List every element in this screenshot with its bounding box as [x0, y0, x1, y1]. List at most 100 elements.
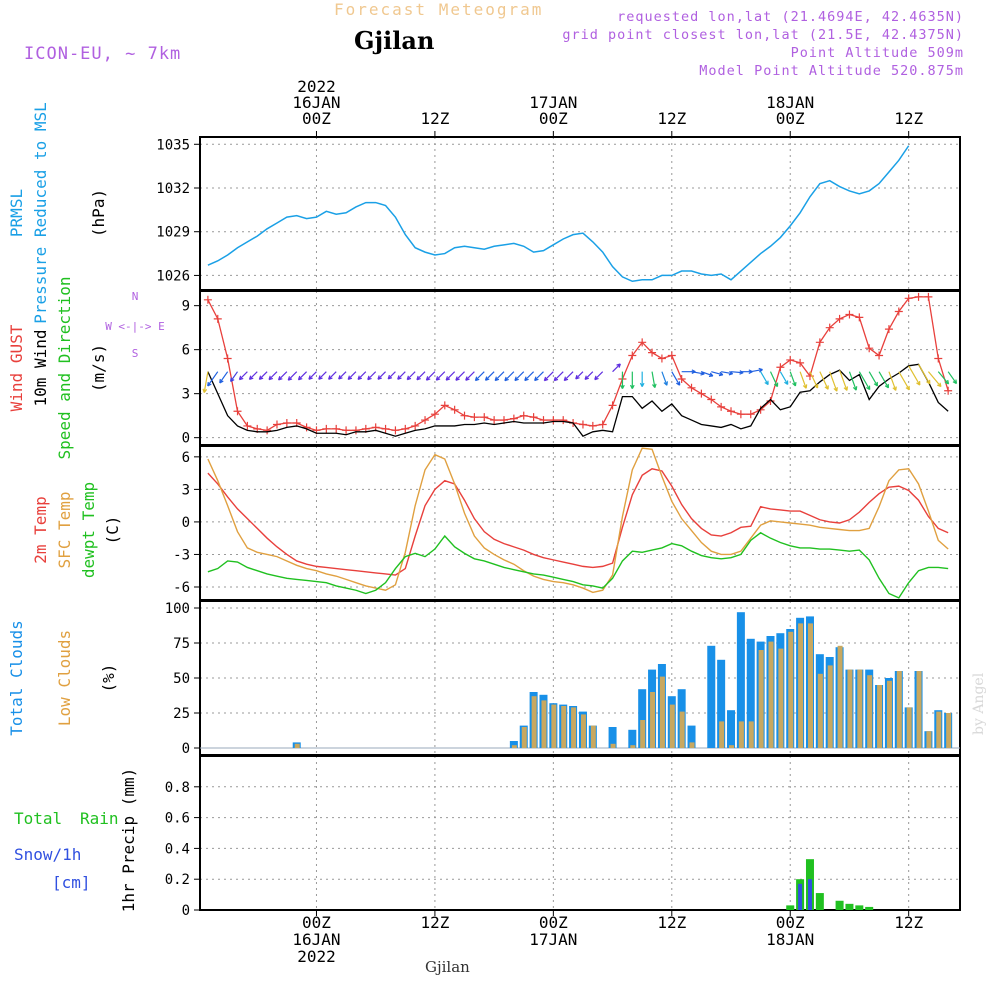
- gust-point: [628, 351, 637, 360]
- wind-arrow: [277, 371, 288, 381]
- low-cloud-bar: [689, 742, 695, 748]
- gust-point: [904, 294, 913, 303]
- gust-point: [865, 344, 874, 353]
- low-cloud-bar: [531, 696, 537, 748]
- info-grid-point: grid point closest lon,lat (21.5E, 42.43…: [562, 27, 964, 43]
- gust-point: [677, 375, 686, 383]
- pressure-unit-label: (hPa): [89, 189, 108, 237]
- rain-bar: [845, 903, 854, 910]
- wind-arrow: [809, 371, 819, 389]
- gust-point: [588, 421, 597, 430]
- gust-point: [796, 358, 805, 367]
- wind-arrow: [799, 371, 808, 389]
- wind-arrow: [318, 371, 327, 380]
- gust-point: [480, 413, 489, 422]
- y-tick-label: 6: [182, 450, 190, 466]
- y-tick-label: -3: [173, 547, 190, 563]
- gust-point: [717, 402, 726, 411]
- low-cloud-bar: [541, 700, 547, 748]
- low-cloud-bar: [719, 721, 725, 748]
- gust-point: [411, 421, 420, 430]
- wind-arrow: [848, 371, 858, 391]
- gust-point: [934, 354, 943, 363]
- y-tick-label: 25: [173, 706, 190, 722]
- compass-west-east: W <-|-> E: [105, 320, 165, 333]
- wind-arrow: [612, 363, 621, 373]
- gust-point: [845, 310, 854, 319]
- wind-arrow: [858, 371, 871, 391]
- gust-point: [381, 424, 390, 433]
- wind-arrow: [455, 371, 465, 381]
- y-tick-label: 50: [173, 671, 190, 687]
- wind-arrow: [328, 371, 337, 380]
- wind-arrow: [338, 371, 347, 380]
- low-cloud-bar: [729, 745, 735, 748]
- gust-point: [233, 407, 242, 416]
- chart-subtitle: Forecast Meteogram: [334, 0, 544, 19]
- panel-frame: [199, 445, 961, 601]
- low-cloud-bar: [294, 743, 300, 748]
- snow-bar: [798, 883, 803, 910]
- wind-arrow: [927, 371, 942, 388]
- gust-point: [766, 397, 775, 405]
- wind-arrow: [769, 371, 779, 388]
- gust-point: [470, 413, 479, 422]
- total-cloud-bar: [628, 729, 637, 748]
- top-time-label: 16JAN: [292, 93, 340, 112]
- gust-point: [736, 410, 745, 419]
- rain-bar: [865, 906, 874, 910]
- pressure-label-prmsl: PRMSL: [7, 189, 26, 237]
- precip-total-label: Total: [14, 809, 62, 828]
- low-cloud-bar: [798, 623, 804, 748]
- low-cloud-bar: [561, 706, 567, 748]
- info-requested: requested lon,lat (21.4694E, 42.4635N): [617, 9, 964, 25]
- wind-arrow: [219, 371, 229, 384]
- gust-point: [667, 351, 676, 360]
- wind-arrow: [425, 371, 436, 381]
- wind-arrow: [868, 371, 879, 387]
- wind-arrow: [248, 371, 258, 381]
- gust-point: [519, 411, 528, 420]
- gust-point: [756, 405, 765, 414]
- gust-point: [835, 314, 844, 323]
- wind-arrow: [575, 371, 584, 380]
- gust-point: [421, 416, 430, 425]
- wind-arrow: [238, 371, 248, 381]
- gust-point: [450, 405, 459, 414]
- wind-arrow: [435, 371, 446, 381]
- gust-point: [776, 363, 785, 372]
- panel-frame: [199, 755, 961, 911]
- top-time-label: 12Z: [420, 109, 449, 128]
- gust-point: [875, 351, 884, 360]
- gust-point: [648, 348, 657, 357]
- y-tick-label: -6: [173, 580, 190, 596]
- rain-bar: [835, 900, 844, 910]
- bottom-time-label: 00Z: [539, 913, 568, 932]
- gust-point: [351, 426, 360, 435]
- gust-point: [786, 355, 795, 364]
- wind-arrow: [287, 371, 298, 381]
- info-model-altitude: Model Point Altitude 520.875m: [699, 63, 964, 79]
- wind-arrow: [397, 371, 406, 380]
- low-cloud-bar: [788, 631, 794, 748]
- y-tick-label: 0: [182, 515, 190, 531]
- y-tick-label: 0.2: [165, 872, 190, 888]
- wind-arrow: [347, 371, 357, 381]
- precip-rain-label: Rain: [80, 809, 119, 828]
- total-cloud-bar: [638, 689, 647, 748]
- gust-point: [243, 421, 252, 430]
- wind-arrow: [308, 371, 317, 380]
- low-cloud-bar: [590, 725, 596, 748]
- low-cloud-bar: [571, 707, 577, 748]
- wind-arrow: [651, 371, 657, 389]
- temp-sfc-label: SFC Temp: [55, 491, 74, 568]
- low-cloud-bar: [807, 623, 813, 748]
- low-cloud-bar: [669, 704, 675, 748]
- gust-point: [914, 292, 923, 301]
- low-cloud-bar: [867, 675, 873, 748]
- wind-arrow: [297, 371, 308, 381]
- bottom-time-label: 00Z: [776, 913, 805, 932]
- low-cloud-bar: [551, 704, 557, 748]
- y-tick-label: 100: [165, 601, 190, 617]
- wind-arrow: [760, 371, 769, 386]
